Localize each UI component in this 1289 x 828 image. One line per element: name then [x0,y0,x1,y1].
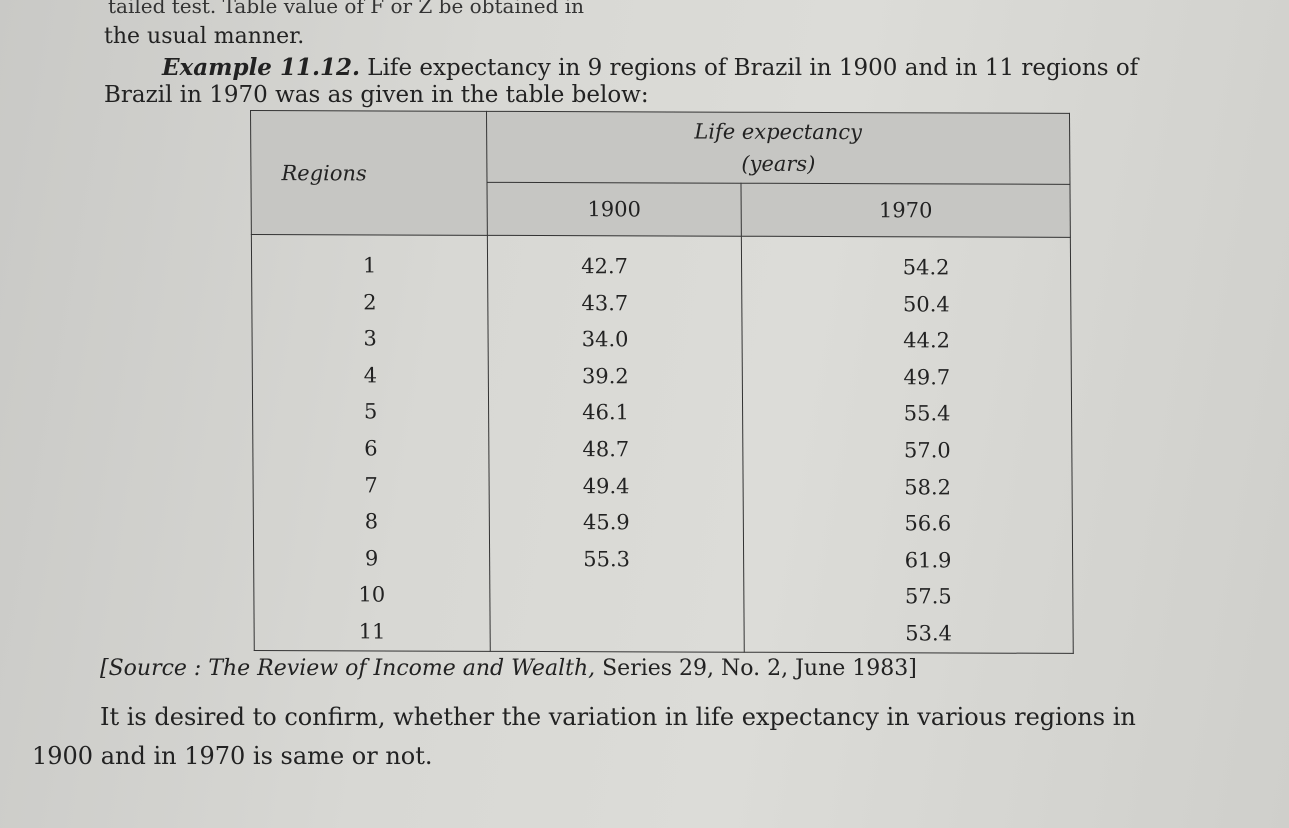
header-regions: Regions [250,110,488,236]
value-1970: 57.5 [904,584,952,609]
header-1970: 1970 [740,183,1071,238]
regions-column: 1 2 3 4 5 6 7 8 9 10 11 [251,234,491,651]
value-1970: 44.2 [903,328,951,353]
region-cell: 4 [363,363,378,388]
source-journal: [Source : The Review of Income and Wealt… [100,656,596,681]
header-years: (years) [741,151,816,176]
region-cell: 3 [363,326,377,351]
value-1900: 49.4 [582,473,630,498]
value-1900: 43.7 [581,290,629,315]
value-1970: 53.4 [905,621,953,646]
region-cell: 10 [358,582,386,607]
value-1900: 34.0 [581,327,629,352]
value-1970: 56.6 [904,511,952,536]
value-1900: 42.7 [581,254,629,279]
value-1970: 57.0 [903,438,951,463]
region-cell: 8 [364,509,379,534]
value-1970: 58.2 [904,474,952,500]
header-1900: 1900 [486,182,742,237]
value-1970: 50.4 [902,291,950,317]
value-1900: 55.3 [583,546,631,572]
region-cell: 9 [364,546,379,571]
example-label: Example 11.12. [162,54,360,81]
value-1900: 45.9 [582,510,630,535]
example-text: Life expectancy in 9 regions of Brazil i… [359,55,1139,81]
usual-manner-text: the usual manner. [104,24,305,49]
values-1970-column: 54.2 50.4 44.2 49.7 55.4 57.0 58.2 56.6 … [741,236,1074,653]
example-heading: Example 11.12. Life expectancy in 9 regi… [162,54,1138,81]
header-life-expectancy: Life expectancy (years) [486,111,1070,185]
region-cell: 1 [362,253,377,278]
question-line-1: It is desired to confirm, whether the va… [100,703,1136,731]
value-1970: 49.7 [903,365,951,390]
source-citation: [Source : The Review of Income and Wealt… [100,656,917,681]
value-1900: 39.2 [581,363,629,389]
region-cell: 7 [364,472,378,498]
region-cell: 5 [363,399,378,424]
value-1970: 55.4 [903,401,951,426]
values-1900-column: 42.7 43.7 34.0 39.2 46.1 48.7 49.4 45.9 … [487,235,745,652]
header-life-title: Life expectancy [694,119,862,145]
value-1970: 61.9 [904,548,952,573]
value-1900: 48.7 [582,437,630,462]
region-cell: 2 [363,289,377,315]
value-1970: 54.2 [902,255,950,280]
top-text-fragment: tailed test. Table value of F or Z be ob… [108,0,585,18]
value-1900: 46.1 [582,400,630,425]
source-details: Series 29, No. 2, June 1983] [595,656,917,681]
region-cell: 11 [358,619,386,644]
brazil-line: Brazil in 1970 was as given in the table… [104,82,649,108]
life-expectancy-table: Regions Life expectancy (years) 1900 197… [250,110,1074,653]
question-line-2: 1900 and in 1970 is same or not. [32,742,433,770]
region-cell: 6 [364,436,378,461]
